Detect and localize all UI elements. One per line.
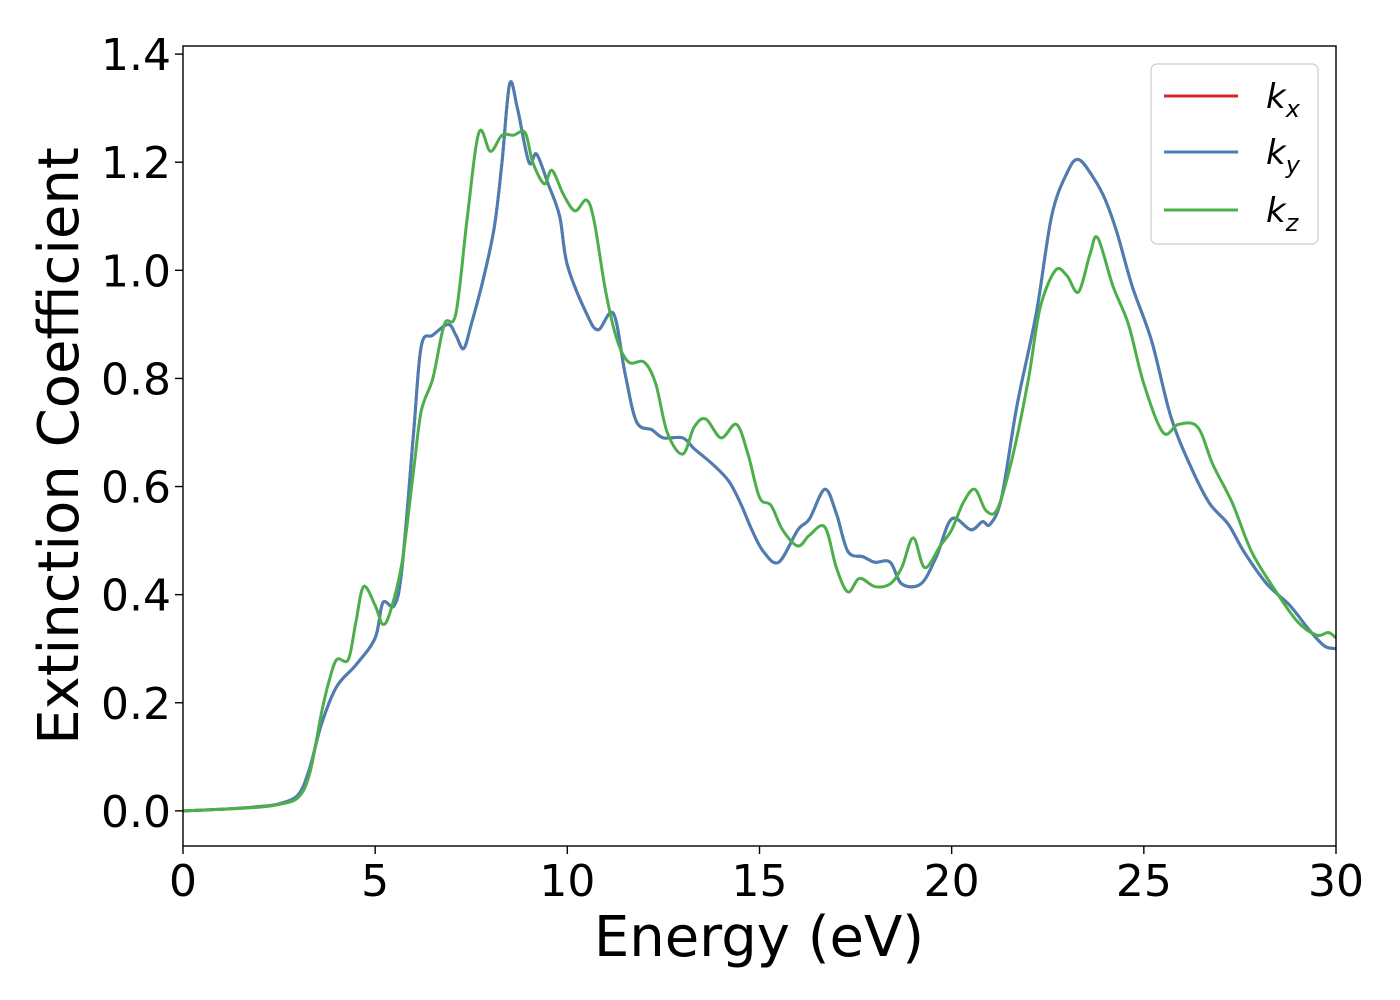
x-tick-label: 30 bbox=[1308, 856, 1364, 907]
legend-box bbox=[1150, 63, 1319, 245]
y-tick-label: 0.6 bbox=[101, 463, 171, 514]
series-layer bbox=[183, 80, 1336, 813]
y-tick-label: 0.4 bbox=[101, 571, 171, 622]
x-tick-label: 10 bbox=[539, 856, 595, 907]
y-tick-label: 1.4 bbox=[101, 30, 171, 81]
x-axis-title: Energy (eV) bbox=[594, 905, 924, 970]
x-axis-ticks: 0 5 10 15 20 25 30 bbox=[169, 846, 1364, 907]
series-line-ky bbox=[183, 80, 1336, 813]
y-axis-title: Extinction Coefficient bbox=[27, 147, 92, 745]
y-tick-label: 0.0 bbox=[101, 787, 171, 838]
y-tick-label: 1.2 bbox=[101, 138, 171, 189]
y-tick-label: 1.0 bbox=[101, 246, 171, 297]
x-tick-label: 0 bbox=[169, 856, 197, 907]
x-tick-label: 5 bbox=[361, 856, 389, 907]
y-axis-ticks: 0.0 0.2 0.4 0.6 0.8 1.0 1.2 1.4 bbox=[101, 30, 183, 838]
y-tick-label: 0.2 bbox=[101, 679, 171, 730]
x-tick-label: 20 bbox=[924, 856, 980, 907]
x-tick-label: 25 bbox=[1116, 856, 1172, 907]
series-line-kz bbox=[183, 128, 1336, 813]
y-tick-label: 0.8 bbox=[101, 354, 171, 405]
x-tick-label: 15 bbox=[732, 856, 788, 907]
